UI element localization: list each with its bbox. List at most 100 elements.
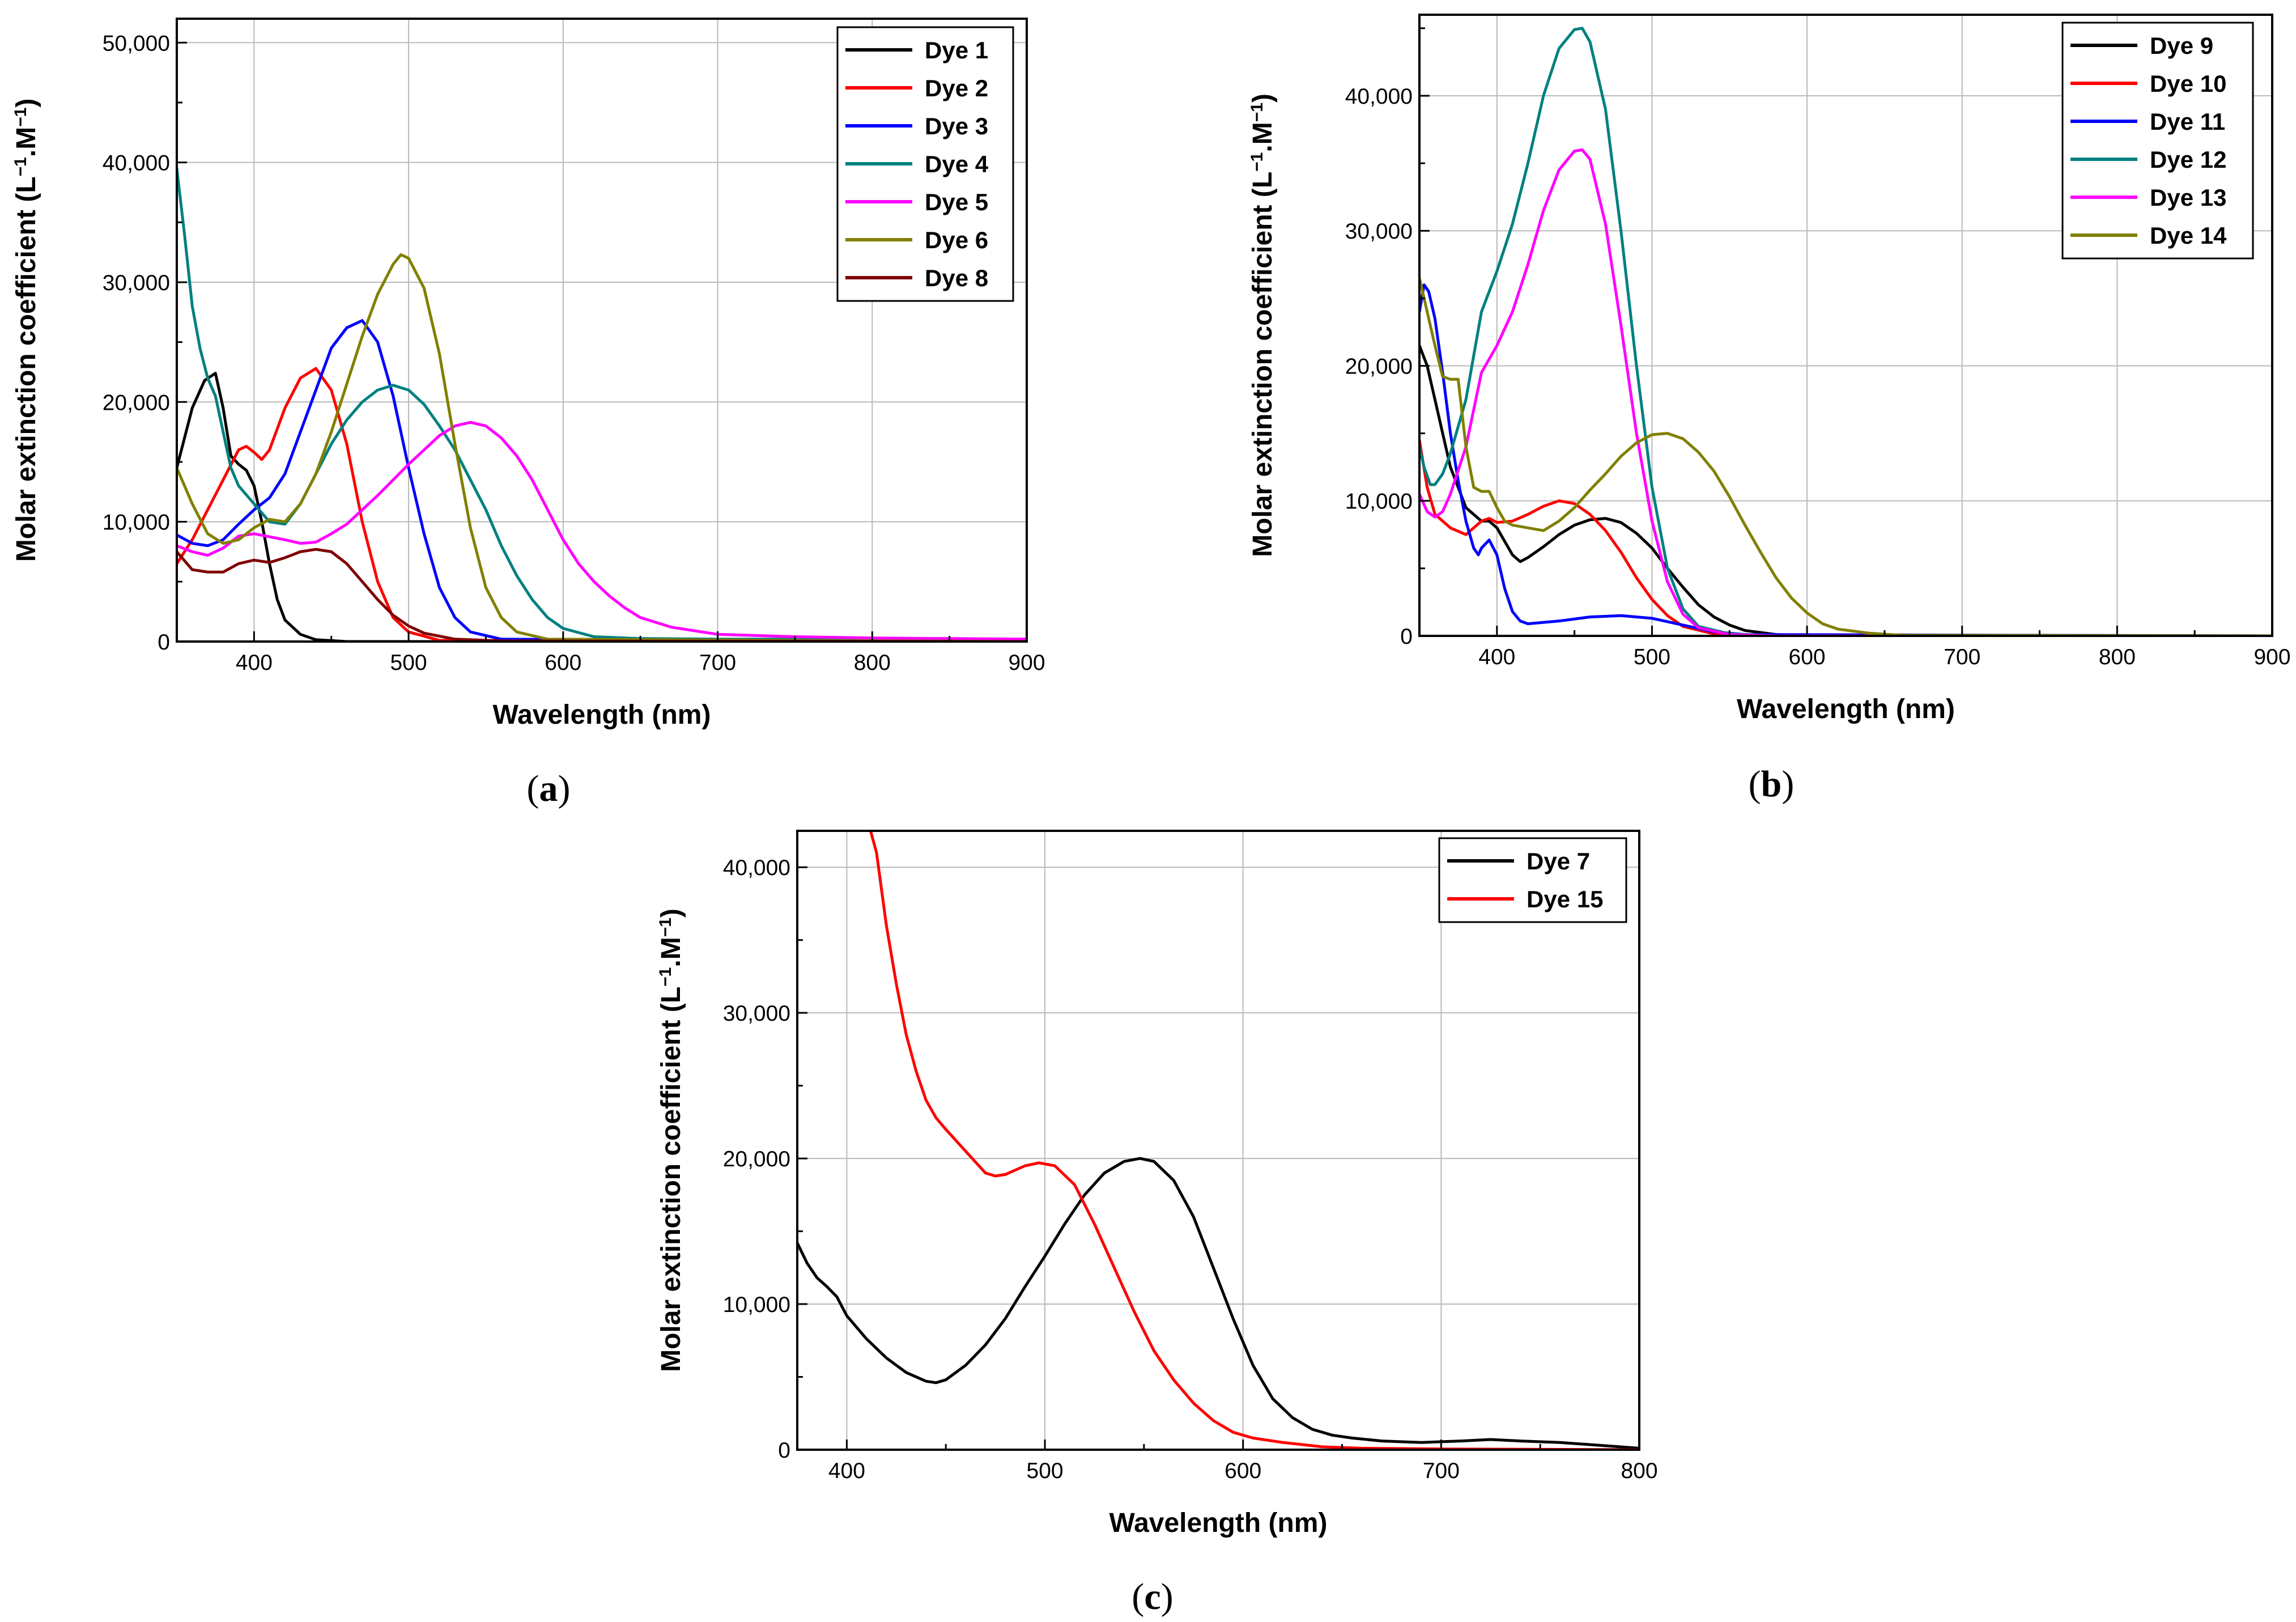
panel-label-letter: a	[539, 768, 558, 809]
panel-label: (c)	[1132, 1576, 1173, 1617]
series-line-dye-2	[177, 367, 1027, 642]
x-tick-label: 400	[1478, 645, 1515, 669]
series-line-dye-15	[869, 831, 1639, 1450]
panel-label: (b)	[1749, 763, 1795, 805]
y-axis-title-main: Molar extinction coefficient (L	[1248, 172, 1278, 557]
legend-label: Dye 9	[2150, 32, 2213, 59]
series-group	[1419, 27, 2272, 636]
y-axis-title-end: )	[1248, 94, 1278, 103]
y-tick-label: 30,000	[1345, 219, 1413, 244]
x-tick-label: 400	[236, 651, 273, 675]
x-tick-label: 400	[828, 1459, 865, 1483]
x-tick-label: 600	[545, 651, 581, 675]
panel-label-open: (	[527, 768, 539, 809]
legend-label: Dye 7	[1527, 848, 1590, 874]
legend-label: Dye 2	[925, 75, 988, 101]
legend-box	[2061, 22, 2254, 260]
panel-label-close: )	[558, 768, 571, 809]
plot-frame	[796, 830, 1640, 1451]
series-line-dye-5	[177, 421, 1027, 641]
x-tick-label: 800	[854, 651, 891, 675]
panel-label: (a)	[527, 768, 571, 809]
x-axis-title: Wavelength (nm)	[493, 700, 711, 730]
legend-label: Dye 6	[925, 227, 988, 253]
legend-label: Dye 11	[2150, 108, 2225, 135]
x-tick-label: 500	[1634, 645, 1670, 669]
y-tick-label: 10,000	[1345, 490, 1413, 514]
legend-label: Dye 3	[925, 113, 988, 139]
x-tick-label: 800	[2099, 645, 2136, 669]
x-tick-label: 700	[1944, 645, 1980, 669]
series-group	[797, 831, 1639, 1450]
y-axis-title: Molar extinction coefficient (L−1.M−1)	[11, 99, 41, 562]
legend-label: Dye 15	[1527, 886, 1603, 912]
y-tick-label: 0	[1400, 625, 1413, 649]
legend-label: Dye 12	[2150, 146, 2226, 173]
y-axis-title: Molar extinction coefficient (L−1.M−1)	[656, 908, 686, 1372]
y-tick-label: 40,000	[1345, 84, 1413, 109]
panel-label-letter: c	[1144, 1576, 1160, 1617]
panel-label-open: (	[1749, 763, 1761, 805]
x-tick-label: 600	[1224, 1459, 1261, 1483]
y-axis-title-mid: .M	[1248, 122, 1278, 152]
series-line-dye-6	[177, 253, 1027, 642]
y-axis-title-mid: .M	[11, 127, 41, 157]
x-tick-label: 600	[1789, 645, 1826, 669]
y-axis-title-sup1: −1	[1248, 152, 1266, 172]
y-axis-title-sup1: −1	[656, 967, 675, 987]
panel-label-close: )	[1161, 1576, 1173, 1617]
x-axis-title: Wavelength (nm)	[1737, 694, 1955, 724]
y-tick-label: 40,000	[103, 151, 170, 176]
y-axis-title-main: Molar extinction coefficient (L	[11, 176, 41, 562]
legend-label: Dye 8	[925, 265, 988, 291]
x-tick-label: 800	[1621, 1459, 1657, 1483]
x-tick-label: 500	[1027, 1459, 1064, 1483]
y-tick-label: 30,000	[723, 1001, 790, 1026]
legend-label: Dye 13	[2150, 184, 2226, 211]
plot-frame	[176, 18, 1028, 643]
x-tick-label: 700	[699, 651, 736, 675]
series-line-dye-12	[1419, 27, 2272, 636]
y-axis-title-main: Molar extinction coefficient (L	[656, 987, 686, 1372]
series-line-dye-8	[177, 547, 1027, 642]
y-axis-title-end: )	[656, 908, 686, 918]
y-tick-label: 40,000	[723, 856, 790, 880]
series-line-dye-7	[797, 1157, 1639, 1450]
y-axis-title-sup2: −1	[656, 918, 675, 937]
x-axis-title: Wavelength (nm)	[1109, 1508, 1328, 1538]
chart-panel-c: 400 500 600 700 800 0 10,000 20,000 30,000 40,000…	[656, 830, 1658, 1617]
y-tick-label: 10,000	[103, 511, 170, 535]
series-line-dye-3	[177, 319, 1027, 642]
series-line-dye-13	[1419, 148, 2272, 636]
y-tick-label: 30,000	[103, 271, 170, 295]
plot-frame	[1418, 14, 2273, 637]
series-line-dye-10	[1419, 439, 2272, 636]
panel-label-open: (	[1132, 1576, 1144, 1617]
y-axis-title-mid: .M	[656, 937, 686, 967]
y-tick-label: 20,000	[1345, 354, 1413, 379]
y-tick-label: 0	[778, 1438, 790, 1463]
y-axis-title-sup1: −1	[11, 157, 30, 176]
x-tick-label: 900	[1008, 651, 1045, 675]
y-axis-title-sup2: −1	[11, 108, 30, 127]
legend-label: Dye 1	[925, 37, 988, 63]
legend-label: Dye 4	[925, 151, 989, 177]
x-tick-label: 900	[2254, 645, 2290, 669]
x-tick-label: 500	[390, 651, 427, 675]
y-tick-label: 50,000	[103, 31, 170, 56]
y-tick-label: 20,000	[103, 390, 170, 415]
series-group	[177, 167, 1027, 642]
legend-label: Dye 14	[2150, 222, 2227, 249]
series-line-dye-9	[1419, 344, 2272, 636]
y-tick-label: 20,000	[723, 1147, 790, 1171]
panel-label-close: )	[1781, 763, 1794, 805]
y-axis-title-end: )	[11, 99, 41, 108]
y-tick-label: 10,000	[723, 1293, 790, 1317]
chart-panel-b: 400 500 600 700 800 900 0 10,000 20,000 30,000 40,…	[1248, 14, 2291, 805]
legend-label: Dye 5	[925, 189, 988, 215]
legend-label: Dye 10	[2150, 70, 2226, 97]
legend-box	[1438, 837, 1627, 923]
series-line-dye-4	[177, 167, 1027, 641]
series-line-dye-14	[1419, 277, 2272, 636]
